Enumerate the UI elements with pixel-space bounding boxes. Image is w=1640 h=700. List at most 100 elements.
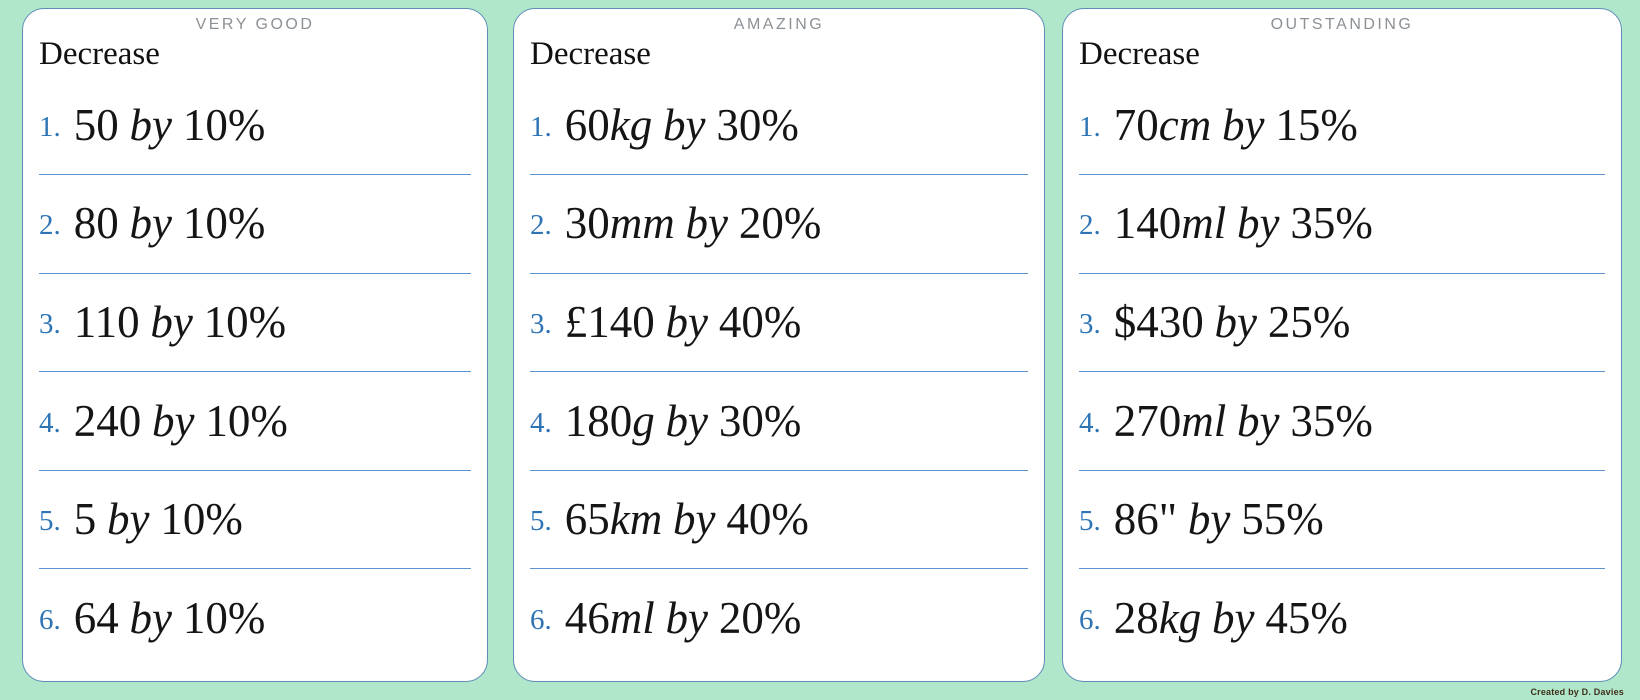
problem-expression: 180g by 30% — [564, 395, 802, 446]
percent-text: 35% — [1290, 395, 1373, 446]
value-text: 65 — [564, 494, 610, 545]
value-text: 64 — [73, 592, 119, 643]
problem-expression: 240 by 10% — [73, 395, 288, 446]
value-text: 5 — [73, 494, 97, 545]
by-text: by — [1187, 494, 1231, 545]
percent-text: 15% — [1275, 99, 1358, 150]
problem-expression: 80 by 10% — [74, 201, 266, 246]
problem-number: 2. — [1079, 209, 1101, 242]
value-text: 30 — [564, 198, 610, 249]
value-text: 86 — [1113, 494, 1159, 545]
value-text: 140 — [1113, 198, 1182, 249]
unit-text: km — [609, 494, 663, 545]
problem-item: 1. 50 by 10% — [39, 76, 471, 176]
problem-item: 3. £140 by 40% — [530, 274, 1028, 373]
problem-expression: 110 by 10% — [73, 296, 287, 347]
problem-expression: 86" by 55% — [1114, 497, 1324, 542]
problem-item: 2. 80 by 10% — [39, 175, 471, 274]
card-badge: AMAZING — [733, 16, 825, 33]
problem-item: 4. 240 by 10% — [39, 372, 471, 471]
percent-text: 10% — [205, 395, 288, 446]
by-text: by — [150, 296, 193, 347]
problem-item: 6. 64 by 10% — [39, 569, 471, 667]
problem-number: 2. — [39, 209, 61, 242]
percent-text: 10% — [203, 296, 287, 347]
problem-list: 1. 70cm by 15% 2. 140ml by 35% 3. $430 by 25% … — [1079, 76, 1605, 667]
by-text: by — [152, 395, 195, 446]
problem-item: 3. $430 by 25% — [1079, 274, 1605, 373]
value-text: 46 — [564, 592, 610, 643]
percent-text: 10% — [182, 99, 266, 150]
value-text: 180 — [564, 395, 633, 446]
value-text: 140 — [587, 296, 655, 347]
problem-expression: 60kg by 30% — [565, 102, 799, 148]
problem-number: 5. — [530, 505, 552, 538]
value-text: 80 — [73, 198, 119, 249]
value-text: 28 — [1113, 592, 1159, 643]
problem-number: 4. — [1079, 406, 1101, 439]
problem-list: 1. 60kg by 30% 2. 30mm by 20% 3. £140 by 40% 4… — [530, 76, 1028, 667]
worksheet-board: VERY GOOD Decrease 1. 50 by 10% 2. 80 by 10%… — [22, 8, 1622, 682]
problem-item: 2. 140ml by 35% — [1079, 175, 1605, 274]
problem-number: 6. — [530, 603, 552, 636]
unit-text: g — [632, 395, 655, 446]
problem-expression: 140ml by 35% — [1114, 201, 1373, 246]
percent-text: 10% — [182, 198, 266, 249]
currency-prefix: $ — [1113, 296, 1137, 347]
unit-text: mm — [609, 198, 675, 249]
card-amazing: AMAZING Decrease 1. 60kg by 30% 2. 30mm by 2… — [513, 8, 1045, 682]
card-badge: VERY GOOD — [195, 16, 315, 33]
problem-item: 3. 110 by 10% — [39, 274, 471, 373]
problem-expression: 270ml by 35% — [1113, 395, 1373, 446]
percent-text: 35% — [1290, 198, 1373, 249]
problem-item: 2. 30mm by 20% — [530, 175, 1028, 274]
card-title: Decrease — [530, 36, 651, 73]
problem-item: 6. 46ml by 20% — [530, 569, 1028, 667]
unit-text: ml — [1181, 198, 1227, 249]
problem-expression: 70cm by 15% — [1114, 99, 1358, 150]
problem-item: 5. 65km by 40% — [530, 471, 1028, 570]
percent-text: 40% — [718, 296, 802, 347]
problem-expression: 46ml by 20% — [564, 592, 802, 643]
card-title: Decrease — [39, 36, 160, 73]
problem-expression: 64 by 10% — [73, 592, 266, 643]
problem-expression: 50 by 10% — [73, 99, 266, 150]
problem-number: 3. — [39, 307, 61, 340]
problem-item: 4. 270ml by 35% — [1079, 372, 1605, 471]
problem-expression: 30mm by 20% — [565, 201, 822, 246]
problem-expression: 28kg by 45% — [1113, 592, 1348, 643]
value-text: 110 — [73, 296, 140, 347]
by-text: by — [129, 99, 173, 150]
problem-expression: £140 by 40% — [565, 296, 802, 347]
by-text: by — [1214, 296, 1258, 347]
problem-number: 2. — [530, 209, 552, 242]
by-text: by — [1237, 198, 1280, 249]
by-text: by — [673, 494, 716, 545]
card-very-good: VERY GOOD Decrease 1. 50 by 10% 2. 80 by 10%… — [22, 8, 488, 682]
problem-item: 4. 180g by 30% — [530, 372, 1028, 471]
value-text: 430 — [1136, 296, 1204, 347]
percent-text: 10% — [160, 494, 243, 545]
credit-text: Created by D. Davies — [1530, 687, 1624, 697]
problem-number: 4. — [39, 406, 61, 439]
problem-number: 1. — [530, 110, 552, 143]
problem-number: 5. — [1079, 505, 1101, 538]
value-text: 270 — [1113, 395, 1182, 446]
percent-text: 40% — [726, 494, 809, 545]
value-text: 50 — [73, 99, 119, 150]
percent-text: 45% — [1265, 592, 1348, 643]
value-text: 240 — [73, 395, 142, 446]
by-text: by — [129, 198, 173, 249]
by-text: by — [665, 592, 709, 643]
percent-text: 55% — [1241, 494, 1324, 545]
problem-number: 3. — [1079, 307, 1101, 340]
card-outstanding: OUTSTANDING Decrease 1. 70cm by 15% 2. 140… — [1062, 8, 1622, 682]
by-text: by — [685, 198, 729, 249]
unit-text: kg — [1158, 592, 1202, 643]
percent-text: 20% — [738, 198, 822, 249]
problem-number: 1. — [39, 110, 61, 143]
unit-text: cm — [1158, 99, 1212, 150]
by-text: by — [1222, 99, 1265, 150]
problem-expression: $430 by 25% — [1113, 296, 1351, 347]
